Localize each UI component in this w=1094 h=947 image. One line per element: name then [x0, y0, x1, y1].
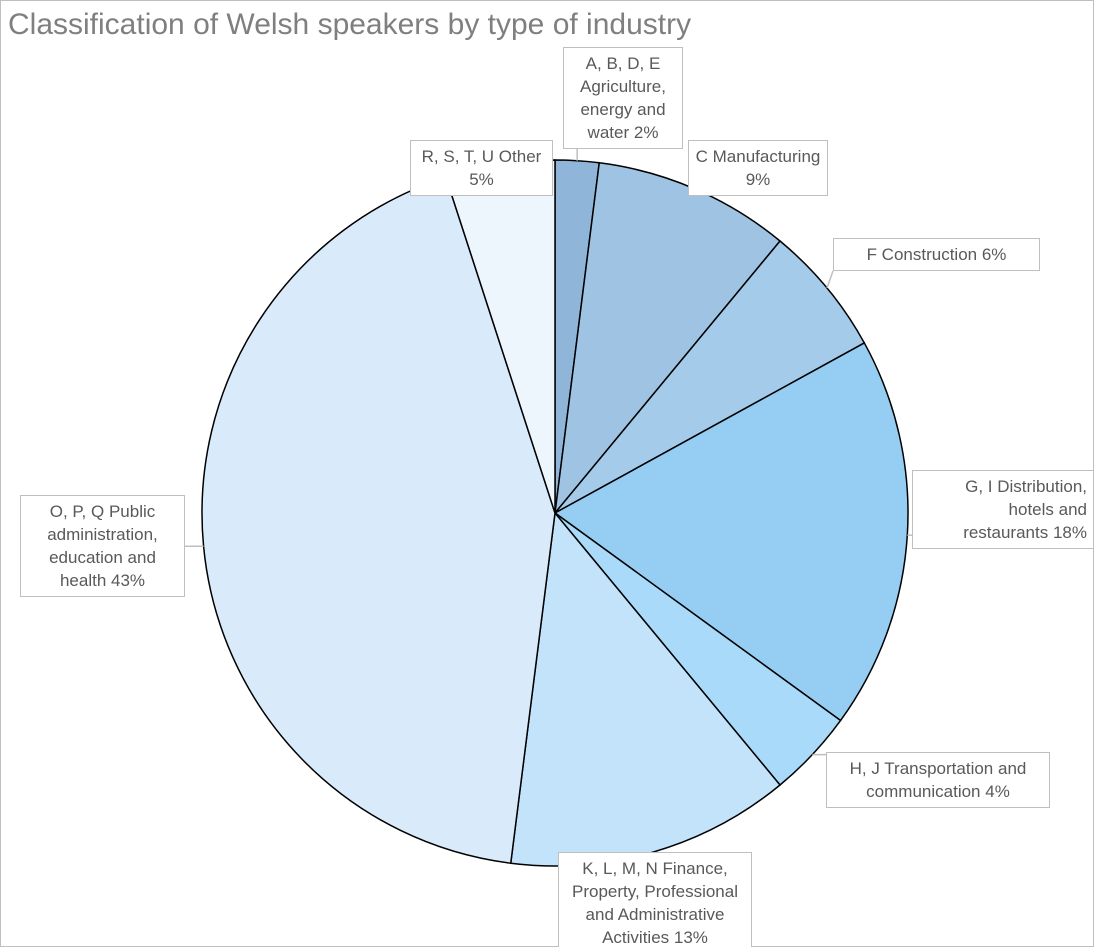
value-label: 5% [469, 170, 494, 189]
value-label: 6% [981, 245, 1007, 264]
data-label: C Manufacturing 9% [688, 140, 828, 196]
value-label: 2% [633, 123, 659, 142]
data-label: R, S, T, U Other 5% [410, 140, 553, 196]
data-label: F Construction 6% [833, 238, 1040, 271]
category-label: H, J Transportation and communication [849, 759, 1027, 801]
pie-slice [554, 239, 866, 514]
data-label: G, I Distribution, hotels and restaurant… [912, 470, 1094, 549]
value-label: 13% [673, 928, 708, 947]
category-label: R, S, T, U Other [421, 147, 542, 166]
pie-slice [509, 511, 782, 867]
data-label: K, L, M, N Finance, Property, Profession… [558, 852, 752, 947]
value-label: 4% [985, 782, 1010, 801]
category-label: K, L, M, N Finance, Property, Profession… [572, 859, 738, 947]
category-label: F Construction [866, 245, 978, 264]
data-label: O, P, Q Public administration, education… [20, 495, 185, 597]
data-label: A, B, D, E Agriculture, energy and water… [563, 47, 683, 149]
category-label: O, P, Q Public administration, education… [47, 502, 158, 590]
pie-slice [201, 176, 556, 865]
category-label: A, B, D, E Agriculture, energy and water [580, 54, 666, 142]
chart-title: Classification of Welsh speakers by type… [8, 8, 692, 41]
category-label: G, I Distribution, hotels and restaurant… [963, 477, 1087, 542]
value-label: 18% [1052, 523, 1087, 542]
value-label: 9% [745, 170, 771, 189]
value-label: 43% [111, 571, 146, 590]
data-label: H, J Transportation and communication 4% [826, 752, 1050, 808]
pie-slice [553, 341, 909, 722]
category-label: C Manufacturing [695, 147, 821, 166]
leader-line [826, 270, 834, 289]
